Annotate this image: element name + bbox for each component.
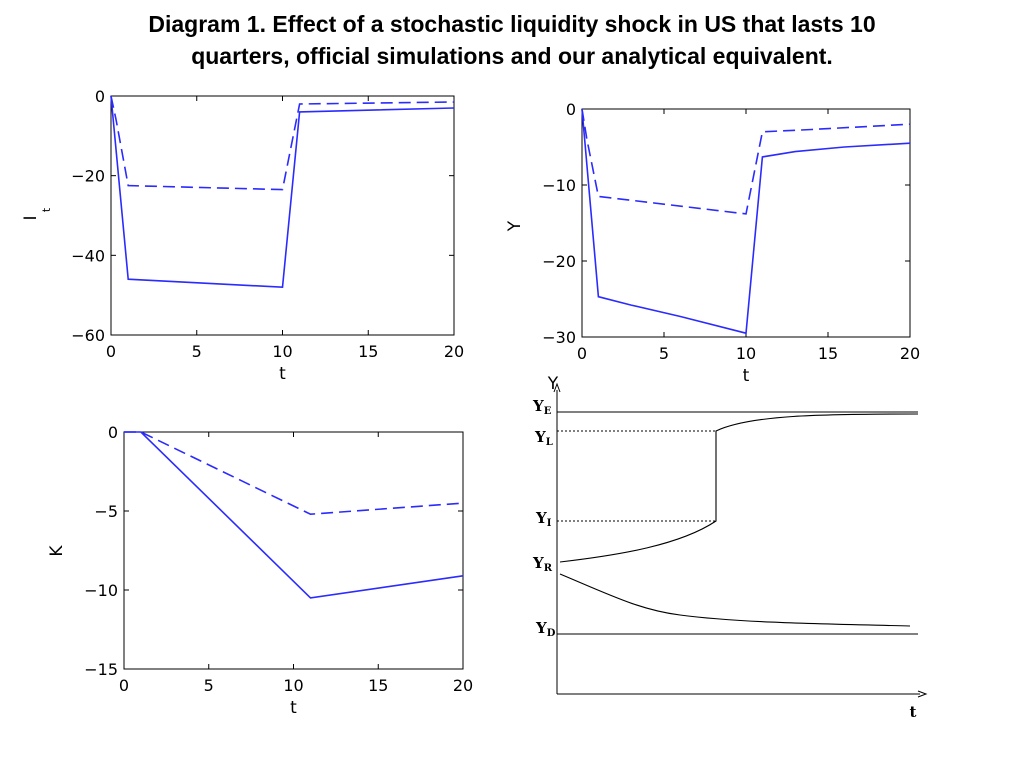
title-line-1: Diagram 1. Effect of a stochastic liquid… <box>148 11 876 37</box>
level-label-L: YL <box>534 428 553 448</box>
output-chart: 0 5 10 15 20 0 −10 −20 −30 t Y <box>505 100 920 386</box>
x-tick-label: 15 <box>368 676 388 695</box>
y-tick-label: 0 <box>108 423 118 442</box>
diagram-y-axis-label: Y <box>547 374 559 394</box>
y-tick-label: −15 <box>84 660 118 679</box>
solid-series-line <box>110 95 455 289</box>
level-label-subscript: D <box>547 628 556 639</box>
level-label-R: YR <box>532 554 553 574</box>
y-tick-label: −5 <box>94 502 118 521</box>
x-tick-label: 20 <box>900 344 920 363</box>
level-label-I: YI <box>535 509 552 529</box>
y-axis-label: I <box>21 215 41 220</box>
capital-chart: 0 5 10 15 20 0 −5 −10 −15 t K <box>47 423 473 718</box>
x-tick-label: 5 <box>659 344 669 363</box>
level-label-E: YE <box>532 397 552 417</box>
dashed-series-line <box>110 95 455 191</box>
solid-series-line <box>581 108 911 335</box>
x-tick-label: 20 <box>453 676 473 695</box>
y-axis-label: Y <box>505 220 525 232</box>
y-tick-label: −60 <box>71 326 105 345</box>
x-tick-label: 0 <box>106 342 116 361</box>
analytical-diagram: Yt YE YL YI YR YD <box>532 374 928 721</box>
plot-frame <box>110 95 455 336</box>
x-axis-label: t <box>279 364 286 384</box>
x-tick-label: 20 <box>444 342 464 361</box>
y-tick-label: −20 <box>542 252 576 271</box>
figure-title: Diagram 1. Effect of a stochastic liquid… <box>0 8 1024 72</box>
level-label-D: YD <box>535 619 556 639</box>
diagram-x-axis-label: t <box>910 703 917 721</box>
y-tick-label: −40 <box>71 246 105 265</box>
y-tick-label: 0 <box>95 87 105 106</box>
x-axis-arrow <box>917 690 928 698</box>
y-axis-label-subscript: t <box>40 207 53 212</box>
depression-path-curve <box>559 573 911 627</box>
x-tick-label: 0 <box>577 344 587 363</box>
y-tick-label: −10 <box>542 176 576 195</box>
plot-frame <box>123 431 464 670</box>
title-line-2: quarters, official simulations and our a… <box>191 43 833 69</box>
x-axis-label: t <box>743 366 750 386</box>
x-tick-label: 15 <box>818 344 838 363</box>
x-tick-label: 10 <box>272 342 292 361</box>
y-tick-label: 0 <box>566 100 576 119</box>
solid-series-line <box>124 431 464 599</box>
x-tick-label: 5 <box>192 342 202 361</box>
x-tick-label: 15 <box>358 342 378 361</box>
dashed-series-line <box>581 108 911 215</box>
y-axis-label: K <box>47 545 67 557</box>
y-tick-label: −30 <box>542 328 576 347</box>
y-tick-label: −10 <box>84 581 118 600</box>
level-label-subscript: R <box>544 563 553 574</box>
y-axis-arrow <box>553 382 561 393</box>
x-axis-label: t <box>290 698 297 718</box>
dashed-series-line <box>124 431 464 516</box>
level-label-subscript: L <box>546 437 553 448</box>
x-tick-label: 0 <box>119 676 129 695</box>
plot-frame <box>581 108 911 338</box>
y-tick-label: −20 <box>71 167 105 186</box>
x-tick-label: 10 <box>736 344 756 363</box>
x-tick-label: 5 <box>204 676 214 695</box>
level-label-subscript: E <box>544 406 552 417</box>
level-label-subscript: I <box>547 518 552 529</box>
recovery-path-curve <box>559 413 919 563</box>
x-tick-label: 10 <box>283 676 303 695</box>
